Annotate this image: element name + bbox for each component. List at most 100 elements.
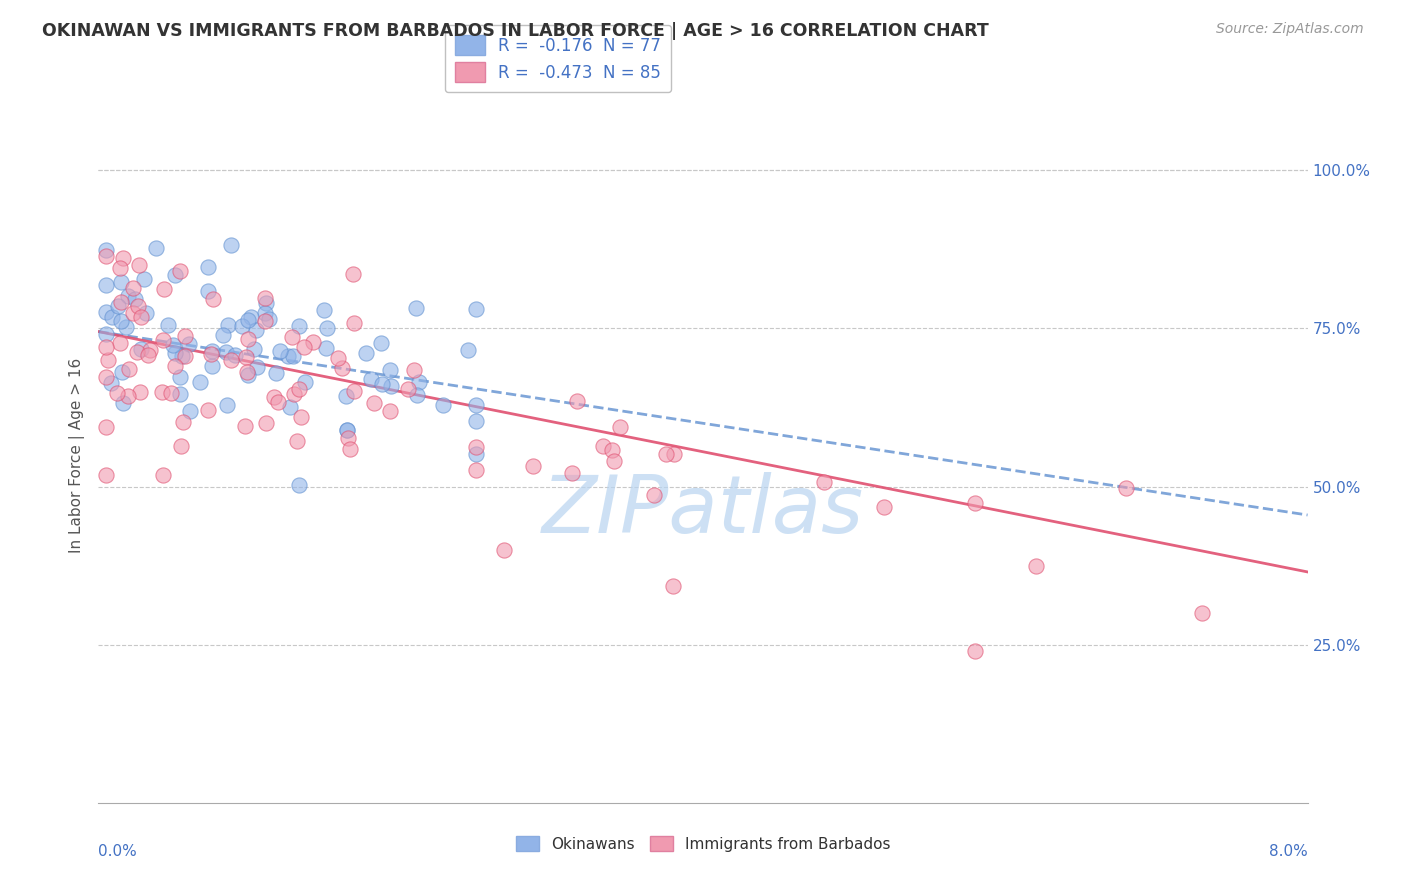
Point bbox=[263, 391, 285, 405]
Point bbox=[163, 346, 186, 360]
Point bbox=[405, 301, 427, 315]
Point bbox=[405, 388, 427, 402]
Point bbox=[465, 462, 488, 476]
Point bbox=[152, 467, 174, 482]
Point bbox=[124, 292, 146, 306]
Point bbox=[283, 387, 305, 401]
Point bbox=[236, 364, 259, 378]
Point bbox=[152, 333, 174, 347]
Point bbox=[111, 365, 134, 379]
Point bbox=[110, 336, 132, 351]
Point bbox=[600, 442, 623, 457]
Point bbox=[224, 347, 246, 361]
Point bbox=[457, 343, 479, 358]
Point bbox=[107, 299, 129, 313]
Point bbox=[197, 403, 219, 417]
Point bbox=[292, 341, 315, 355]
Point bbox=[965, 496, 987, 510]
Point bbox=[131, 310, 153, 324]
Point bbox=[118, 362, 141, 376]
Point bbox=[233, 418, 256, 433]
Point bbox=[101, 310, 124, 325]
Point bbox=[215, 344, 238, 359]
Point bbox=[110, 314, 132, 328]
Point bbox=[371, 376, 394, 391]
Point bbox=[173, 349, 195, 363]
Point bbox=[342, 267, 364, 281]
Point bbox=[172, 415, 194, 429]
Point bbox=[215, 398, 238, 412]
Point bbox=[290, 410, 312, 425]
Point bbox=[380, 379, 402, 393]
Point bbox=[94, 278, 117, 293]
Point bbox=[267, 394, 290, 409]
Point bbox=[494, 542, 516, 557]
Point bbox=[609, 419, 631, 434]
Point bbox=[110, 260, 132, 275]
Point bbox=[813, 475, 835, 489]
Point bbox=[131, 342, 153, 356]
Point bbox=[162, 338, 184, 352]
Point bbox=[136, 348, 159, 362]
Point bbox=[315, 342, 337, 356]
Point bbox=[465, 440, 488, 454]
Point bbox=[288, 382, 311, 396]
Point bbox=[662, 447, 685, 461]
Point bbox=[121, 306, 143, 320]
Point bbox=[172, 349, 194, 363]
Point bbox=[173, 329, 195, 343]
Point bbox=[380, 404, 402, 418]
Point bbox=[277, 349, 299, 363]
Point bbox=[165, 359, 187, 373]
Point bbox=[465, 398, 488, 412]
Point bbox=[105, 386, 128, 401]
Point bbox=[254, 416, 277, 430]
Point bbox=[259, 311, 281, 326]
Point bbox=[965, 644, 987, 658]
Point bbox=[288, 318, 311, 333]
Legend: Okinawans, Immigrants from Barbados: Okinawans, Immigrants from Barbados bbox=[509, 830, 897, 858]
Point bbox=[221, 352, 243, 367]
Point bbox=[246, 359, 269, 374]
Text: 0.0%: 0.0% bbox=[98, 845, 138, 860]
Point bbox=[354, 346, 377, 360]
Point bbox=[94, 326, 117, 341]
Point bbox=[236, 368, 259, 383]
Point bbox=[254, 295, 277, 310]
Point bbox=[128, 384, 150, 399]
Point bbox=[217, 318, 239, 332]
Point bbox=[253, 291, 276, 305]
Point bbox=[339, 442, 361, 457]
Point bbox=[197, 284, 219, 298]
Point bbox=[179, 404, 201, 418]
Text: ZIPatlas: ZIPatlas bbox=[541, 472, 865, 549]
Point bbox=[94, 249, 117, 263]
Point bbox=[94, 340, 117, 354]
Point bbox=[197, 260, 219, 274]
Point bbox=[378, 363, 401, 377]
Y-axis label: In Labor Force | Age > 16: In Labor Force | Age > 16 bbox=[69, 358, 84, 552]
Point bbox=[201, 344, 224, 359]
Point bbox=[294, 375, 316, 389]
Point bbox=[661, 579, 683, 593]
Point bbox=[94, 419, 117, 434]
Point bbox=[236, 313, 259, 327]
Point bbox=[315, 320, 337, 334]
Point bbox=[264, 366, 287, 380]
Point bbox=[170, 439, 193, 453]
Point bbox=[115, 319, 138, 334]
Point bbox=[285, 434, 308, 448]
Point bbox=[121, 281, 143, 295]
Point bbox=[235, 351, 257, 365]
Point bbox=[370, 335, 392, 350]
Point bbox=[1025, 559, 1047, 574]
Text: 8.0%: 8.0% bbox=[1268, 845, 1308, 860]
Point bbox=[1191, 606, 1213, 620]
Point bbox=[302, 334, 325, 349]
Point bbox=[169, 369, 191, 384]
Point bbox=[160, 385, 183, 400]
Point bbox=[561, 467, 583, 481]
Point bbox=[117, 389, 139, 403]
Point bbox=[110, 294, 132, 309]
Point bbox=[128, 258, 150, 272]
